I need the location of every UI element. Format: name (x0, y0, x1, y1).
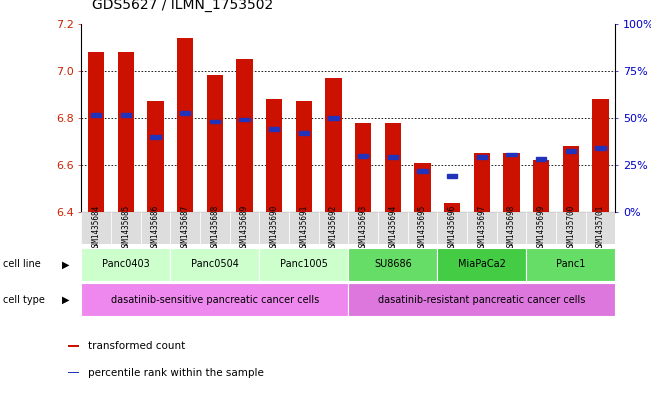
Text: Panc0403: Panc0403 (102, 259, 150, 269)
Bar (318, 212, 348, 244)
Bar (536, 157, 546, 161)
Bar (566, 149, 576, 153)
Bar (118, 52, 134, 212)
Text: GSM1435698: GSM1435698 (507, 205, 516, 251)
Bar (88, 52, 104, 212)
Text: ▶: ▶ (62, 259, 70, 269)
Text: cell type: cell type (3, 295, 45, 305)
Bar (259, 212, 289, 244)
Text: MiaPaCa2: MiaPaCa2 (458, 259, 506, 269)
Text: dasatinib-resistant pancreatic cancer cells: dasatinib-resistant pancreatic cancer ce… (378, 295, 585, 305)
Text: GSM1435695: GSM1435695 (418, 205, 427, 251)
Bar (526, 248, 615, 281)
Bar (328, 116, 339, 120)
Text: GSM1435692: GSM1435692 (329, 205, 338, 251)
Bar (592, 99, 609, 212)
Text: GSM1435699: GSM1435699 (536, 205, 546, 251)
Text: GSM1435701: GSM1435701 (596, 205, 605, 251)
Bar (150, 135, 161, 139)
Text: GSM1435696: GSM1435696 (448, 205, 456, 251)
Bar (180, 111, 190, 115)
Bar (206, 75, 223, 212)
Bar (266, 99, 283, 212)
Bar (497, 212, 526, 244)
Text: percentile rank within the sample: percentile rank within the sample (88, 367, 264, 378)
Bar (111, 212, 141, 244)
Bar (595, 146, 605, 150)
Text: GSM1435694: GSM1435694 (388, 205, 397, 251)
Text: GSM1435686: GSM1435686 (151, 205, 160, 251)
Text: ▶: ▶ (62, 295, 70, 305)
Text: dasatinib-sensitive pancreatic cancer cells: dasatinib-sensitive pancreatic cancer ce… (111, 295, 319, 305)
Bar (556, 212, 585, 244)
Bar (437, 212, 467, 244)
Text: transformed count: transformed count (88, 341, 186, 351)
Text: GDS5627 / ILMN_1753502: GDS5627 / ILMN_1753502 (92, 0, 273, 12)
Bar (171, 212, 200, 244)
Text: SU8686: SU8686 (374, 259, 411, 269)
Bar (526, 212, 556, 244)
Bar (387, 155, 398, 159)
Bar (503, 153, 519, 212)
Bar (210, 119, 220, 123)
Text: GSM1435687: GSM1435687 (181, 205, 189, 251)
Bar (408, 212, 437, 244)
Bar (296, 101, 312, 212)
Bar (562, 146, 579, 212)
Bar (81, 283, 348, 316)
Bar (447, 174, 457, 178)
Bar (259, 248, 348, 281)
Bar (177, 38, 193, 212)
Text: GSM1435700: GSM1435700 (566, 205, 575, 251)
Bar (91, 113, 102, 117)
Bar (81, 212, 111, 244)
Bar (240, 118, 250, 121)
Bar (378, 212, 408, 244)
Bar (348, 212, 378, 244)
Bar (348, 248, 437, 281)
Bar (289, 212, 318, 244)
Bar (326, 78, 342, 212)
Bar (147, 101, 163, 212)
Bar (120, 113, 131, 117)
Bar (506, 152, 517, 156)
Bar (358, 154, 368, 158)
Text: Panc0504: Panc0504 (191, 259, 239, 269)
Bar (236, 59, 253, 212)
Text: GSM1435690: GSM1435690 (270, 205, 279, 251)
Bar (444, 203, 460, 212)
Text: cell line: cell line (3, 259, 41, 269)
Bar (355, 123, 371, 212)
Bar (473, 153, 490, 212)
Text: GSM1435697: GSM1435697 (477, 205, 486, 251)
Bar (171, 248, 259, 281)
Bar (585, 212, 615, 244)
Bar (348, 283, 615, 316)
Bar (467, 212, 497, 244)
Bar (68, 345, 79, 347)
Bar (81, 248, 171, 281)
Bar (200, 212, 230, 244)
Bar (141, 212, 171, 244)
Bar (385, 123, 401, 212)
Text: GSM1435689: GSM1435689 (240, 205, 249, 251)
Text: GSM1435691: GSM1435691 (299, 205, 309, 251)
Bar (230, 212, 259, 244)
Text: GSM1435688: GSM1435688 (210, 205, 219, 251)
Text: GSM1435693: GSM1435693 (359, 205, 368, 251)
Bar (477, 155, 487, 159)
Bar (437, 248, 526, 281)
Bar (299, 131, 309, 135)
Bar (533, 160, 549, 212)
Bar (68, 372, 79, 373)
Text: GSM1435685: GSM1435685 (121, 205, 130, 251)
Text: Panc1: Panc1 (556, 259, 585, 269)
Bar (417, 169, 428, 173)
Text: GSM1435684: GSM1435684 (92, 205, 101, 251)
Text: Panc1005: Panc1005 (280, 259, 327, 269)
Bar (269, 127, 279, 131)
Bar (414, 163, 430, 212)
